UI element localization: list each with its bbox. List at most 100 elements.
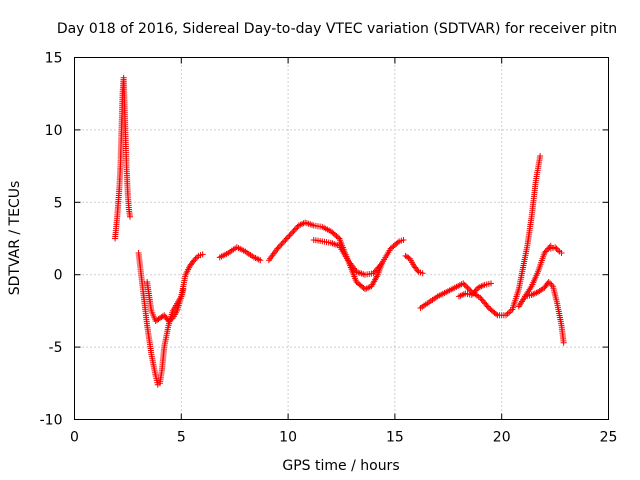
trace-marker xyxy=(548,281,555,288)
trace-marker xyxy=(547,280,554,287)
trace-marker xyxy=(325,239,332,246)
trace-marker xyxy=(528,215,535,222)
trace-marker xyxy=(177,295,184,302)
trace-marker xyxy=(465,286,472,293)
y-tick-label: 10 xyxy=(45,123,63,139)
series-s7 xyxy=(402,252,426,277)
x-axis-label: GPS time / hours xyxy=(282,458,399,474)
trace-marker xyxy=(368,270,375,277)
trace-marker xyxy=(463,283,470,290)
trace-marker xyxy=(287,231,294,238)
trace-marker xyxy=(188,260,195,267)
trace-marker xyxy=(475,293,482,300)
trace-marker xyxy=(472,287,479,294)
trace-marker xyxy=(554,247,561,254)
trace-marker xyxy=(163,315,170,322)
data-points xyxy=(112,74,567,388)
trace-marker xyxy=(484,303,491,310)
trace-marker xyxy=(491,309,498,316)
y-tick-label: 5 xyxy=(54,195,63,211)
trace-marker xyxy=(281,238,288,245)
trace-marker xyxy=(404,253,411,260)
trace-marker xyxy=(485,280,492,287)
series-s6 xyxy=(310,236,407,278)
trace-marker xyxy=(154,317,161,324)
trace-marker xyxy=(533,289,540,296)
trace-marker xyxy=(467,287,474,294)
trace-marker xyxy=(377,261,384,268)
trace-marker xyxy=(161,346,168,353)
y-tick-label: 0 xyxy=(54,268,63,284)
trace-marker xyxy=(223,250,230,257)
trace-marker xyxy=(182,273,189,280)
trace-marker xyxy=(240,247,247,254)
trace-marker xyxy=(275,244,282,251)
trace-marker xyxy=(277,242,284,249)
series-s9 xyxy=(455,280,495,300)
trace-marker xyxy=(414,267,421,274)
trace-marker xyxy=(293,225,300,232)
trace-marker xyxy=(441,289,448,296)
series-s5 xyxy=(265,219,386,293)
trace-marker xyxy=(172,309,179,316)
trace-marker xyxy=(359,283,366,290)
trace-marker xyxy=(500,312,507,319)
trace-marker xyxy=(352,277,359,284)
trace-marker xyxy=(432,294,439,301)
trace-marker xyxy=(166,317,173,324)
trace-marker xyxy=(193,254,200,261)
trace-marker xyxy=(539,285,546,292)
trace-marker xyxy=(526,292,533,299)
x-tick-label: 20 xyxy=(493,430,511,446)
y-tick-label: -5 xyxy=(49,340,63,356)
trace-marker xyxy=(291,226,298,233)
x-tick-label: 15 xyxy=(386,430,404,446)
trace-marker xyxy=(279,239,286,246)
trace-marker xyxy=(471,289,478,296)
series-s1 xyxy=(112,74,134,242)
x-tick-label: 5 xyxy=(177,430,186,446)
trace-marker xyxy=(249,253,256,260)
trace-marker xyxy=(461,281,468,288)
trace-marker xyxy=(480,282,487,289)
trace-marker xyxy=(410,261,417,268)
trace-marker xyxy=(394,239,401,246)
trace-marker xyxy=(165,324,172,331)
trace-marker xyxy=(523,244,530,251)
trace-marker xyxy=(192,255,199,262)
trace-marker xyxy=(493,311,500,318)
trace-marker xyxy=(255,256,262,263)
trace-marker xyxy=(393,240,400,247)
series-s4 xyxy=(216,244,264,264)
trace-marker xyxy=(143,320,150,327)
trace-marker xyxy=(542,248,549,255)
trace-marker xyxy=(126,211,133,218)
trace-marker xyxy=(386,247,393,254)
x-tick-label: 25 xyxy=(600,430,618,446)
trace-marker xyxy=(373,273,380,280)
trace-marker xyxy=(185,264,192,271)
series-s11 xyxy=(522,278,567,346)
trace-marker xyxy=(466,291,473,298)
trace-marker xyxy=(464,284,471,291)
y-tick-label: 15 xyxy=(45,51,63,67)
trace-marker xyxy=(343,255,350,262)
trace-marker xyxy=(154,379,161,386)
trace-marker xyxy=(398,237,405,244)
x-tick-label: 0 xyxy=(70,430,79,446)
trace-marker xyxy=(309,221,316,228)
trace-marker xyxy=(333,233,340,240)
trace-marker xyxy=(483,302,490,309)
series-s8 xyxy=(417,152,544,319)
axis-ticks: 0 5 10 15 20 25 -10 -5 0 5 10 15 xyxy=(40,51,618,446)
trace-marker xyxy=(507,307,514,314)
trace-marker xyxy=(540,251,547,258)
chart-title: Day 018 of 2016, Sidereal Day-to-day VTE… xyxy=(57,21,617,37)
series-s12 xyxy=(547,244,565,256)
trace-marker xyxy=(273,247,280,254)
trace-marker xyxy=(515,288,522,295)
trace-marker xyxy=(179,287,186,294)
y-axis-label: SDTVAR / TECUs xyxy=(7,181,23,296)
